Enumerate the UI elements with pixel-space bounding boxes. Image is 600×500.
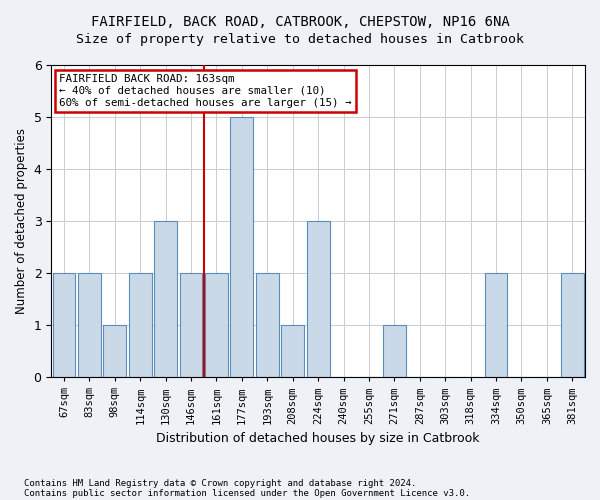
X-axis label: Distribution of detached houses by size in Catbrook: Distribution of detached houses by size …	[157, 432, 480, 445]
Bar	[561, 273, 584, 377]
Bar	[230, 117, 253, 377]
Bar	[485, 273, 508, 377]
Bar	[205, 273, 228, 377]
Bar	[256, 273, 279, 377]
Text: FAIRFIELD BACK ROAD: 163sqm
← 40% of detached houses are smaller (10)
60% of sem: FAIRFIELD BACK ROAD: 163sqm ← 40% of det…	[59, 74, 352, 108]
Text: Contains HM Land Registry data © Crown copyright and database right 2024.: Contains HM Land Registry data © Crown c…	[24, 478, 416, 488]
Text: Size of property relative to detached houses in Catbrook: Size of property relative to detached ho…	[76, 32, 524, 46]
Bar	[179, 273, 202, 377]
Bar	[383, 325, 406, 377]
Text: FAIRFIELD, BACK ROAD, CATBROOK, CHEPSTOW, NP16 6NA: FAIRFIELD, BACK ROAD, CATBROOK, CHEPSTOW…	[91, 15, 509, 29]
Bar	[281, 325, 304, 377]
Bar	[103, 325, 126, 377]
Bar	[307, 221, 329, 377]
Bar	[154, 221, 177, 377]
Bar	[53, 273, 76, 377]
Bar	[78, 273, 101, 377]
Bar	[129, 273, 152, 377]
Text: Contains public sector information licensed under the Open Government Licence v3: Contains public sector information licen…	[24, 488, 470, 498]
Y-axis label: Number of detached properties: Number of detached properties	[15, 128, 28, 314]
